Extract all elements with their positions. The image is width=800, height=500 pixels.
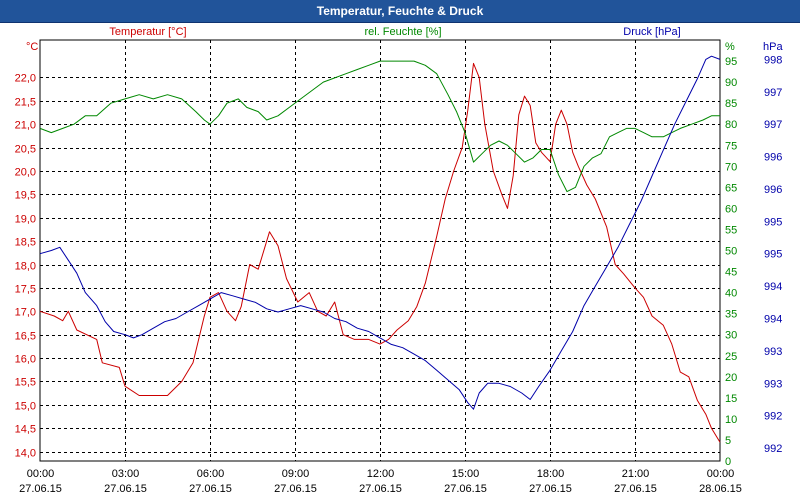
pressure-tick-label: 996 bbox=[764, 184, 782, 196]
humidity-tick-label: 70 bbox=[725, 161, 737, 173]
temperature-tick-label: 22,0 bbox=[15, 73, 36, 85]
humidity-tick-label: 35 bbox=[725, 309, 737, 321]
plot-frame bbox=[39, 39, 721, 462]
temperature-tick-label: 17,5 bbox=[15, 284, 36, 296]
x-tick-time: 00:00 bbox=[707, 468, 735, 480]
temperature-tick-label: 14,0 bbox=[15, 448, 36, 460]
pressure-tick-label: 994 bbox=[764, 314, 782, 326]
pressure-axis-title: Druck [hPa] bbox=[623, 26, 680, 38]
pressure-line bbox=[39, 55, 721, 410]
x-tick-time: 03:00 bbox=[112, 468, 140, 480]
x-tick-date: 27.06.15 bbox=[189, 483, 232, 495]
x-tick-time: 06:00 bbox=[197, 468, 225, 480]
pressure-tick-label: 998 bbox=[764, 54, 782, 66]
humidity-tick-label: 15 bbox=[725, 393, 737, 405]
x-tick-date: 28.06.15 bbox=[699, 483, 742, 495]
pressure-tick-label: 997 bbox=[764, 119, 782, 131]
temperature-axis-title: Temperatur [°C] bbox=[109, 26, 186, 38]
humidity-tick-label: 95 bbox=[725, 56, 737, 68]
humidity-line bbox=[39, 60, 720, 193]
pressure-tick-label: 993 bbox=[764, 346, 782, 358]
humidity-tick-label: 30 bbox=[725, 330, 737, 342]
humidity-tick-label: 65 bbox=[725, 182, 737, 194]
temperature-tick-label: 15,0 bbox=[15, 401, 36, 413]
x-tick-time: 18:00 bbox=[537, 468, 565, 480]
humidity-unit-label: % bbox=[725, 41, 735, 53]
pressure-tick-label: 993 bbox=[764, 378, 782, 390]
window-title: Temperatur, Feuchte & Druck bbox=[316, 4, 484, 18]
pressure-unit-label: hPa bbox=[763, 41, 783, 53]
x-tick-time: 15:00 bbox=[452, 468, 480, 480]
temperature-tick-label: 19,5 bbox=[15, 190, 36, 202]
window-title-bar: Temperatur, Feuchte & Druck bbox=[0, 0, 800, 23]
x-tick-time: 12:00 bbox=[367, 468, 395, 480]
x-tick-date: 27.06.15 bbox=[359, 483, 402, 495]
pressure-tick-label: 995 bbox=[764, 216, 782, 228]
humidity-tick-label: 50 bbox=[725, 246, 737, 258]
humidity-tick-label: 80 bbox=[725, 119, 737, 131]
temperature-tick-label: 16,0 bbox=[15, 354, 36, 366]
humidity-tick-label: 20 bbox=[725, 372, 737, 384]
humidity-tick-label: 45 bbox=[725, 267, 737, 279]
humidity-tick-label: 55 bbox=[725, 224, 737, 236]
pressure-tick-label: 992 bbox=[764, 443, 782, 455]
x-tick-date: 27.06.15 bbox=[19, 483, 62, 495]
pressure-tick-label: 992 bbox=[764, 411, 782, 423]
series-group bbox=[39, 55, 721, 443]
temperature-tick-label: 17,0 bbox=[15, 307, 36, 319]
x-tick-time: 00:00 bbox=[27, 468, 55, 480]
humidity-tick-label: 90 bbox=[725, 77, 737, 89]
x-tick-date: 27.06.15 bbox=[529, 483, 572, 495]
temperature-tick-label: 15,5 bbox=[15, 377, 36, 389]
pressure-tick-label: 995 bbox=[764, 249, 782, 261]
temperature-tick-label: 21,5 bbox=[15, 97, 36, 109]
temperature-tick-label: 14,5 bbox=[15, 424, 36, 436]
humidity-tick-label: 0 bbox=[725, 456, 731, 468]
humidity-tick-label: 40 bbox=[725, 288, 737, 300]
temperature-line bbox=[39, 62, 721, 443]
temperature-tick-label: 21,0 bbox=[15, 120, 36, 132]
pressure-tick-label: 996 bbox=[764, 152, 782, 164]
humidity-tick-label: 60 bbox=[725, 203, 737, 215]
humidity-tick-label: 5 bbox=[725, 435, 731, 447]
chart: °C Temperatur [°C] rel. Feuchte [%] Druc… bbox=[15, 26, 784, 495]
temperature-tick-label: 20,5 bbox=[15, 144, 36, 156]
temperature-tick-label: 19,0 bbox=[15, 214, 36, 226]
x-tick-date: 27.06.15 bbox=[104, 483, 147, 495]
pressure-tick-label: 997 bbox=[764, 87, 782, 99]
humidity-tick-label: 85 bbox=[725, 98, 737, 110]
temperature-unit-label: °C bbox=[26, 41, 38, 53]
x-tick-date: 27.06.15 bbox=[444, 483, 487, 495]
temperature-tick-label: 18,5 bbox=[15, 237, 36, 249]
pressure-tick-label: 994 bbox=[764, 281, 782, 293]
humidity-tick-label: 10 bbox=[725, 414, 737, 426]
x-tick-date: 27.06.15 bbox=[614, 483, 657, 495]
temperature-tick-label: 16,5 bbox=[15, 331, 36, 343]
tick-labels: 00:00 27.06.15 03:00 27.06.15 06:00 27.06.15 0… bbox=[15, 54, 783, 495]
axis-labels: °C Temperatur [°C] rel. Feuchte [%] Druc… bbox=[26, 26, 783, 53]
x-tick-date: 27.06.15 bbox=[274, 483, 317, 495]
grid bbox=[40, 40, 720, 461]
humidity-tick-label: 75 bbox=[725, 140, 737, 152]
humidity-axis-title: rel. Feuchte [%] bbox=[364, 26, 441, 38]
x-tick-time: 09:00 bbox=[282, 468, 310, 480]
temperature-tick-label: 20,0 bbox=[15, 167, 36, 179]
temperature-tick-label: 18,0 bbox=[15, 261, 36, 273]
x-tick-time: 21:00 bbox=[622, 468, 650, 480]
humidity-tick-label: 25 bbox=[725, 351, 737, 363]
